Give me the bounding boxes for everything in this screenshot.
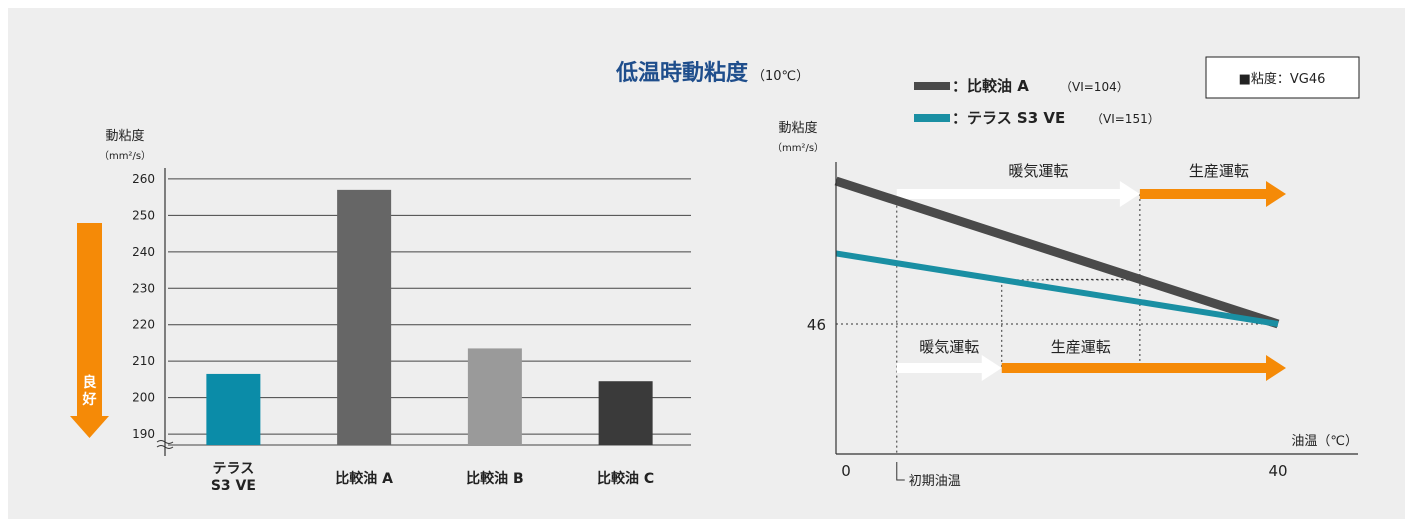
bar-y-tick-label: 200	[132, 391, 155, 405]
lower-production-label: 生産運転	[1051, 338, 1111, 356]
line-tick-labels: 0 40 46 初期油温	[807, 316, 1288, 489]
line-x-tick-label: 0	[841, 462, 851, 480]
bar-y-tick-label: 230	[132, 281, 155, 295]
bar	[337, 189, 392, 445]
series-line-terrace	[835, 250, 1279, 327]
bar-y-tick-label: 240	[132, 245, 155, 259]
bar-y-tick-label: 250	[132, 208, 155, 222]
bar-category-label: 比較油 C	[597, 470, 654, 487]
legend-label-terrace: ：テラス S3 VE	[952, 109, 1065, 127]
legend-swatch-terrace	[914, 114, 950, 122]
axis-break-icon	[156, 440, 174, 449]
bar-y-axis-label: 動粘度	[105, 128, 144, 144]
upper-warmup-label: 暖気運転	[1008, 162, 1068, 180]
upper-production-arrow	[1139, 189, 1268, 199]
line-y-tick-label: 46	[807, 316, 826, 334]
legend-swatch-compare-a	[914, 82, 950, 90]
chart-title-sub: （10℃）	[752, 69, 809, 84]
line-chart: ■粘度：VG46 ：比較油 A （VI=104） ：テラス S3 VE （VI=…	[772, 56, 1360, 489]
better-direction-arrow: 良 好	[70, 223, 109, 438]
viscosity-grade-note: ■粘度：VG46	[1239, 71, 1326, 87]
bar-y-axis-unit: （mm²/s）	[99, 150, 151, 162]
bar-y-tick-labels: 190 200 210 220 230 240 250 260	[132, 172, 155, 441]
viscosity-grade-box	[1205, 56, 1360, 99]
upper-production-label: 生産運転	[1189, 162, 1249, 180]
bar-chart: 動粘度 （mm²/s） 190 200 210 220 230 240 250 260 テラス…	[70, 128, 691, 494]
line-y-axis-unit: （mm²/s）	[772, 142, 824, 154]
initial-temp-label: 初期油温	[909, 474, 961, 489]
bar	[598, 381, 653, 445]
bar-category-label: テラス	[213, 461, 255, 477]
lower-production-arrow	[1001, 363, 1268, 373]
bar-category-label: S3 VE	[211, 478, 256, 494]
better-label: 好	[82, 391, 97, 408]
legend: ：比較油 A （VI=104） ：テラス S3 VE （VI=151）	[914, 77, 1160, 127]
chart-canvas: 低温時動粘度 （10℃） 動粘度 （mm²/s） 190 200 210 220 230…	[70, 56, 1360, 494]
initial-temp-bracket	[896, 462, 905, 481]
line-guide-lines	[836, 194, 1278, 454]
series-line-compare-a	[834, 176, 1280, 329]
bar-y-tick-label: 190	[132, 427, 155, 441]
line-x-axis-label: 油温（℃）	[1291, 434, 1358, 449]
legend-detail-compare-a: （VI=104）	[1060, 80, 1129, 94]
line-x-tick-label: 40	[1268, 462, 1287, 480]
legend-label-compare-a: ：比較油 A	[952, 77, 1029, 95]
bar-series	[206, 189, 653, 445]
lower-warmup-label: 暖気運転	[919, 338, 979, 356]
chart-title: 低温時動粘度	[615, 60, 749, 86]
legend-detail-terrace: （VI=151）	[1091, 112, 1160, 126]
chart-panel: 低温時動粘度 （10℃） 動粘度 （mm²/s） 190 200 210 220 230…	[8, 8, 1405, 519]
line-y-axis-label: 動粘度	[778, 120, 817, 136]
lower-warmup-arrow-head	[981, 355, 1002, 381]
lower-warmup-arrow	[896, 363, 984, 373]
bar-y-tick-label: 260	[132, 172, 155, 186]
upper-production-arrow-head	[1266, 181, 1286, 207]
bar	[467, 348, 522, 445]
bar-y-tick-label: 220	[132, 318, 155, 332]
upper-warmup-arrow	[896, 189, 1122, 199]
bar	[206, 373, 261, 445]
bar-y-tick-label: 210	[132, 354, 155, 368]
line-series	[834, 176, 1280, 329]
better-label: 良	[83, 374, 97, 391]
bar-category-label: 比較油 B	[466, 470, 524, 487]
lower-production-arrow-head	[1266, 355, 1286, 381]
bar-category-label: 比較油 A	[335, 470, 393, 487]
upper-warmup-arrow-head	[1119, 181, 1140, 207]
